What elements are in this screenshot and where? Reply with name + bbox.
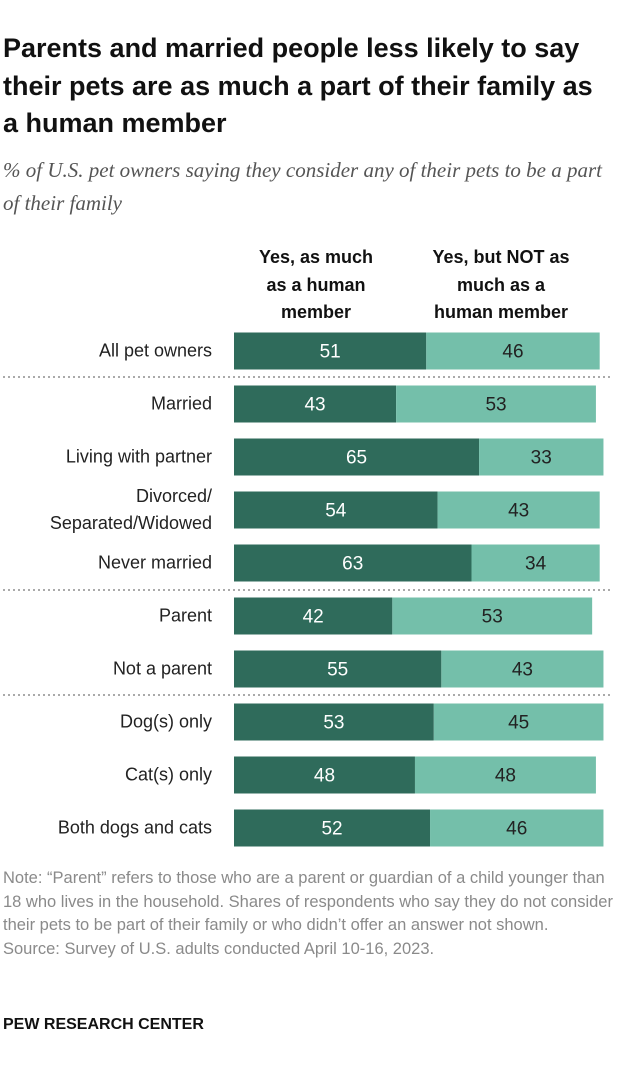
bar [234,385,397,423]
footer: PEW RESEARCH CENTER [3,1016,204,1033]
value-label: 53 [323,713,344,734]
value-label: 33 [531,448,552,469]
value-label: 55 [327,660,348,681]
bar [234,703,434,741]
bar [234,756,415,794]
value-label: 43 [304,395,325,416]
value-label: 48 [495,766,516,787]
bar [414,756,596,794]
source: Source: Survey of U.S. adults conducted … [3,939,435,958]
value-label: 52 [321,819,342,840]
value-label: 63 [342,554,363,575]
category-label: Cat(s) only [124,764,212,785]
bar [479,438,604,476]
bar [234,809,431,847]
value-label: 53 [482,607,503,628]
category-label: Dog(s) only [119,711,212,732]
bar [234,438,480,476]
bar [234,544,472,582]
bar [433,703,604,741]
category-label: Living with partner [65,446,212,467]
category-label: Married [150,393,212,414]
bar [234,491,438,529]
value-label: 45 [508,713,529,734]
value-label: 43 [508,501,529,522]
legend-entry: Yes, as much as a human member [258,247,374,322]
bar [430,809,604,847]
value-label: 46 [502,342,523,363]
bar [437,491,600,529]
value-label: 34 [525,554,547,575]
chart-subtitle: % of U.S. pet owners saying they conside… [3,158,603,215]
value-label: 42 [303,607,324,628]
category-label: Parent [158,605,212,626]
category-label: Divorced/ Separated/Widowed [49,486,212,533]
category-label: Both dogs and cats [57,817,212,838]
bar [234,650,442,688]
notes: Note: “Parent” refers to those who are a… [3,867,613,961]
bar [234,597,393,635]
bar [471,544,600,582]
note: Note: “Parent” refers to those who are a… [3,869,613,934]
value-label: 54 [325,501,347,522]
category-label: Never married [97,552,212,573]
value-label: 53 [485,395,506,416]
value-label: 48 [314,766,335,787]
category-label: Not a parent [112,658,212,679]
legend-entry: Yes, but NOT as much as a human member [432,247,570,322]
bar [441,650,604,688]
value-label: 43 [512,660,533,681]
value-label: 51 [320,342,341,363]
bar [426,332,600,370]
category-label: All pet owners [98,340,212,361]
bar [234,332,427,370]
bar [396,385,596,423]
bar [392,597,593,635]
chart-title: Parents and married people less likely t… [3,33,593,138]
value-label: 46 [506,819,527,840]
value-label: 65 [346,448,367,469]
